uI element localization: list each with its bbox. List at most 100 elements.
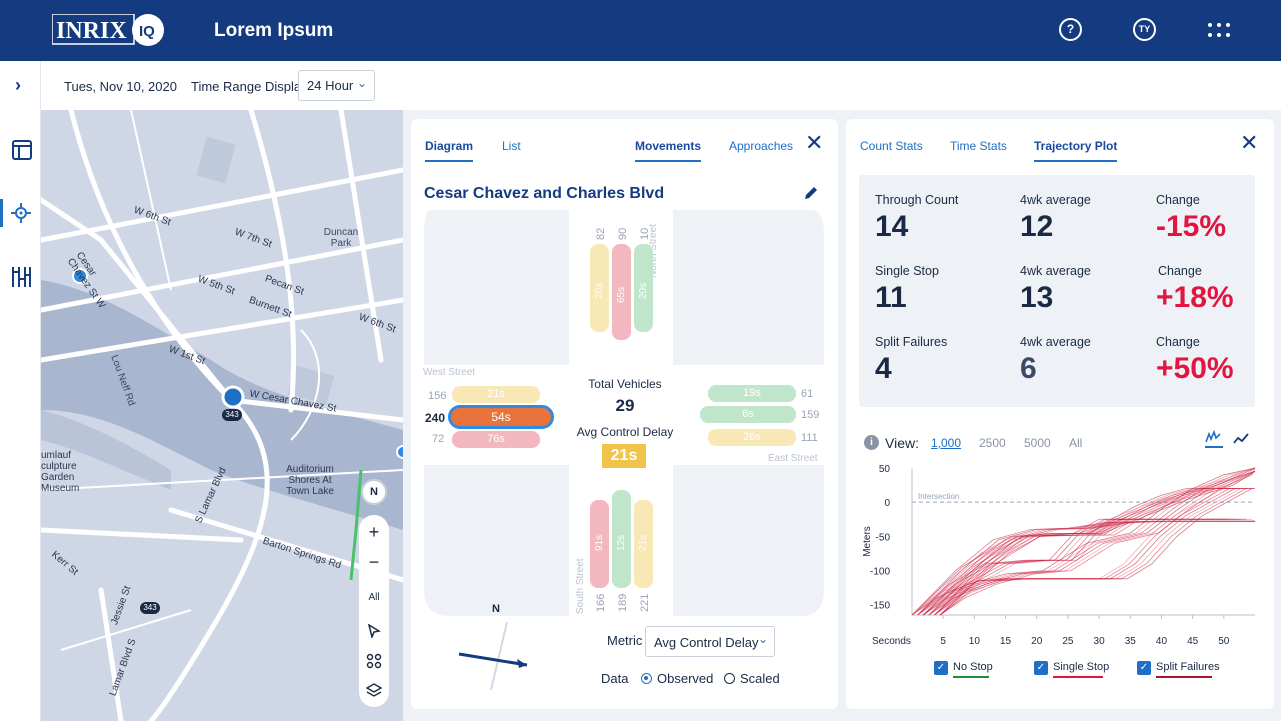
- inrix-iq-logo[interactable]: INRIX IQ: [51, 13, 167, 53]
- time-range-label: Time Range Display: [191, 79, 308, 94]
- x-tick-label: 45: [1187, 636, 1199, 647]
- east-left-bar[interactable]: 19s: [708, 385, 796, 402]
- legend-no-stop-swatch: [953, 676, 989, 678]
- radio-observed-label[interactable]: Observed: [657, 671, 714, 686]
- west-right-bar[interactable]: 76s: [452, 431, 540, 448]
- trajectory-line: [922, 471, 1256, 616]
- time-range-value: 24 Hour: [307, 78, 354, 93]
- chevron-down-icon: ⌄: [357, 76, 368, 90]
- close-icon[interactable]: ✕: [805, 130, 824, 155]
- y-tick-label: 50: [879, 464, 891, 475]
- south-count-2: 189: [617, 593, 629, 612]
- info-icon[interactable]: i: [864, 435, 879, 450]
- north-through-bar[interactable]: [612, 244, 631, 340]
- stat-change-value: -15%: [1156, 210, 1227, 243]
- expand-chevron-icon[interactable]: ›: [15, 75, 21, 95]
- date-label: Tues, Nov 10, 2020: [64, 79, 177, 94]
- intersection-title: Cesar Chavez and Charles Blvd: [424, 185, 665, 202]
- apps-grid-icon[interactable]: [1207, 22, 1231, 43]
- tab-trajectory-plot[interactable]: Trajectory Plot: [1034, 139, 1118, 162]
- tab-movements[interactable]: Movements: [635, 139, 702, 162]
- show-all-button[interactable]: All: [368, 592, 380, 603]
- south-delay-2: 12s: [616, 534, 627, 551]
- tab-count-stats[interactable]: Count Stats: [860, 139, 923, 153]
- checkbox-no-stop[interactable]: ✓: [934, 661, 948, 675]
- checkbox-single-stop[interactable]: ✓: [1034, 661, 1048, 675]
- zoom-in-button[interactable]: +: [368, 522, 380, 542]
- west-count-1: 156: [428, 390, 447, 402]
- close-icon[interactable]: ✕: [1240, 130, 1259, 155]
- east-right-bar[interactable]: 26s: [708, 429, 796, 446]
- checkbox-split-failures[interactable]: ✓: [1137, 661, 1151, 675]
- tab-approaches[interactable]: Approaches: [729, 139, 794, 153]
- tab-time-stats[interactable]: Time Stats: [950, 139, 1007, 153]
- stat-label: Split Failures: [875, 335, 948, 349]
- east-count-1: 61: [801, 388, 814, 400]
- south-count-3: 221: [639, 593, 651, 612]
- columns-icon[interactable]: [11, 266, 31, 293]
- metric-select[interactable]: Avg Control Delay ⌄: [645, 626, 775, 657]
- south-left-bar[interactable]: [590, 500, 609, 588]
- radio-scaled[interactable]: [724, 673, 735, 684]
- south-delay-1: 91s: [594, 534, 605, 551]
- chart-mode-line-icon[interactable]: [1233, 432, 1249, 451]
- svg-text:INRIX: INRIX: [56, 18, 127, 44]
- avg-control-delay-badge: 21s: [602, 444, 646, 468]
- select-cursor-icon[interactable]: [359, 616, 389, 646]
- user-avatar[interactable]: TY: [1133, 18, 1156, 41]
- stat-avg-value: 12: [1020, 210, 1054, 243]
- view-option-5000[interactable]: 5000: [1024, 436, 1051, 450]
- south-right-bar[interactable]: [634, 500, 653, 588]
- layers-icon[interactable]: [359, 676, 389, 706]
- nodes-icon[interactable]: [359, 646, 389, 676]
- south-through-bar[interactable]: [612, 490, 631, 588]
- stat-avg-label: 4wk average: [1020, 193, 1091, 207]
- map-controls-panel: [359, 515, 389, 707]
- view-option-1000[interactable]: 1,000: [931, 436, 962, 450]
- x-tick-label: 35: [1125, 636, 1137, 647]
- tab-list[interactable]: List: [502, 139, 521, 153]
- north-left-bar[interactable]: [590, 244, 609, 332]
- map-view[interactable]: W 6th St W 7th St Duncan Park Cesar Chav…: [41, 110, 403, 721]
- north-compass-button[interactable]: N: [361, 479, 387, 505]
- settings-icon[interactable]: [11, 203, 31, 228]
- legend-split-failures-label: Split Failures: [1156, 661, 1220, 673]
- west-left-bar[interactable]: 21s: [452, 386, 540, 403]
- stat-change-label: Change: [1156, 193, 1200, 207]
- highway-shield: 343: [140, 602, 160, 614]
- tab-diagram[interactable]: Diagram: [425, 139, 474, 162]
- west-count-2: 240: [425, 411, 446, 425]
- radio-scaled-label[interactable]: Scaled: [740, 671, 780, 686]
- edit-pencil-icon[interactable]: [803, 185, 819, 206]
- stat-avg-label: 4wk average: [1020, 335, 1091, 349]
- north-count-1: 82: [595, 227, 607, 240]
- x-tick-label: 20: [1031, 636, 1043, 647]
- trajectory-line: [928, 488, 1254, 616]
- east-count-3: 111: [801, 432, 818, 444]
- metric-value: Avg Control Delay: [654, 635, 759, 650]
- view-option-all[interactable]: All: [1069, 436, 1083, 450]
- stat-change-label: Change: [1158, 264, 1202, 278]
- chart-mode-multi-icon[interactable]: [1205, 429, 1223, 448]
- north-delay-2: 65s: [616, 286, 627, 303]
- y-tick-label: 0: [884, 498, 890, 509]
- stat-change-value: +50%: [1156, 352, 1234, 385]
- view-option-2500[interactable]: 2500: [979, 436, 1006, 450]
- south-delay-3: 21s: [638, 534, 649, 551]
- time-range-select[interactable]: 24 Hour ⌄: [298, 70, 375, 101]
- y-axis-label: Meters: [862, 526, 873, 557]
- west-through-bar-selected[interactable]: 54s: [448, 405, 554, 429]
- east-through-bar[interactable]: 6s: [700, 406, 796, 423]
- x-tick-label: 10: [969, 636, 981, 647]
- y-tick-label: -50: [876, 532, 891, 543]
- zoom-out-button[interactable]: −: [368, 552, 380, 572]
- stat-avg-value: 6: [1020, 352, 1037, 385]
- stat-avg-value: 13: [1020, 281, 1054, 314]
- north-right-bar[interactable]: [634, 244, 653, 332]
- radio-observed[interactable]: [641, 673, 652, 684]
- map-label: umlauf culpture Garden Museum: [41, 450, 80, 494]
- stat-avg-label: 4wk average: [1020, 264, 1091, 278]
- layout-icon[interactable]: [12, 140, 32, 165]
- legend-split-failures-swatch: [1156, 676, 1212, 678]
- help-icon[interactable]: ?: [1059, 18, 1082, 41]
